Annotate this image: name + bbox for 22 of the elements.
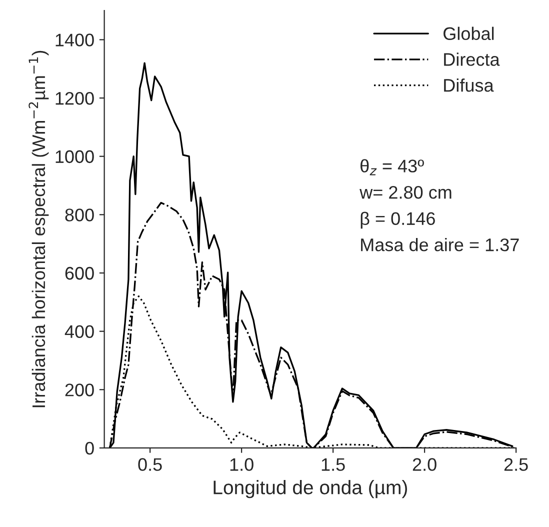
legend-label: Difusa	[444, 78, 494, 92]
y-axis-title: Irradiancia horizontal espectral (Wm$^{−2}$µm$^{−1}$)	[28, 50, 49, 408]
x-axis-title: Longitud de onda (µm)	[214, 480, 408, 498]
annotation: w= 2.80 cm	[360, 186, 452, 199]
x-tick-label: 1.0	[230, 458, 254, 471]
x-tick-label: 2.0	[412, 458, 436, 471]
y-tick-label: 1000	[56, 150, 94, 164]
y-tick-label: 400	[64, 325, 94, 338]
y-tick-label: 0	[85, 442, 94, 455]
y-tick-label: 200	[65, 384, 94, 396]
legend-label: Directa	[444, 52, 500, 66]
y-tick-label: 600	[65, 266, 94, 280]
annotation: θ$_{z}$ = 43º	[360, 159, 424, 176]
legend-label: Global	[444, 26, 494, 40]
annotation: Masa de aire = 1.37	[361, 238, 519, 252]
x-tick-label: 2.5	[504, 458, 528, 471]
y-tick-label: 1400	[56, 34, 94, 46]
x-tick-label: 0.5	[138, 458, 162, 471]
y-tick-label: 800	[65, 208, 94, 222]
annotation: β = 0.146	[360, 212, 435, 229]
y-tick-label: 1200	[56, 92, 94, 105]
x-tick-label: 1.5	[322, 458, 345, 471]
